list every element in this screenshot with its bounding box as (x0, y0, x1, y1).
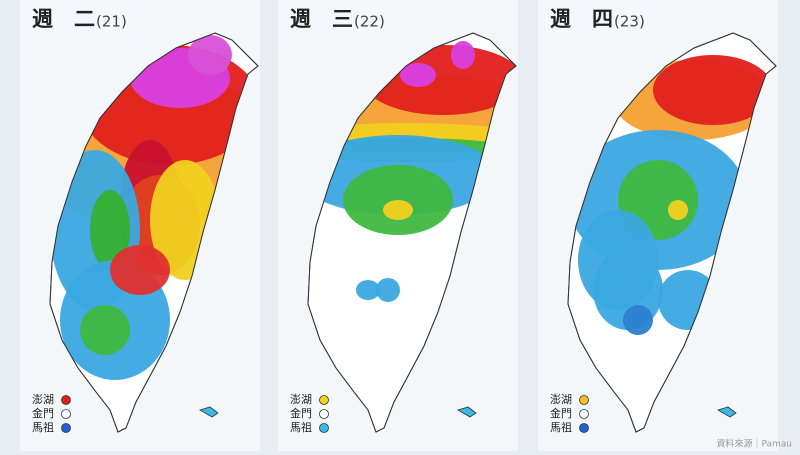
legend-dot (319, 409, 329, 419)
date-label: (23) (614, 13, 645, 31)
title-tab (283, 4, 395, 36)
legend-dot (61, 409, 71, 419)
small-island (717, 406, 737, 418)
day-label: 週 四 (550, 7, 613, 31)
rain-layer (568, 55, 773, 335)
legend-name: 馬祖 (32, 420, 54, 434)
rain-area (188, 35, 232, 75)
date-label: (21) (96, 13, 127, 31)
rain-area (90, 190, 130, 270)
rain-area (356, 280, 380, 300)
legend-dot (579, 395, 589, 405)
legend-dot (61, 423, 71, 433)
rain-area (383, 200, 413, 220)
small-island (199, 406, 219, 418)
small-island (457, 406, 477, 418)
legend-dot (319, 395, 329, 405)
legend-name: 馬祖 (550, 420, 572, 434)
legend-name: 澎湖 (550, 393, 572, 406)
rain-area (110, 245, 170, 295)
title-tab (543, 4, 655, 36)
legend-name: 澎湖 (32, 393, 54, 406)
legend-name: 澎湖 (290, 393, 312, 406)
rain-area (668, 200, 688, 220)
day-label: 週 二 (32, 7, 95, 31)
legend-dot (579, 409, 589, 419)
rain-area (400, 63, 436, 87)
source-note: 資料來源｜Pamau (716, 438, 792, 450)
legend-name: 金門 (550, 406, 572, 420)
legend-name: 馬祖 (290, 420, 312, 434)
rain-area (451, 41, 475, 69)
legend-dot (61, 395, 71, 405)
legend-name: 金門 (290, 406, 312, 420)
title-tab (25, 4, 137, 36)
rain-area (376, 278, 400, 302)
rain-area (80, 305, 130, 355)
day-label: 週 三 (290, 7, 353, 31)
legend-dot (579, 423, 589, 433)
legend-dot (319, 423, 329, 433)
date-label: (22) (354, 13, 385, 31)
rain-area (623, 305, 653, 335)
rain-area (653, 55, 773, 125)
legend-name: 金門 (32, 406, 54, 420)
rain-area (578, 210, 658, 310)
